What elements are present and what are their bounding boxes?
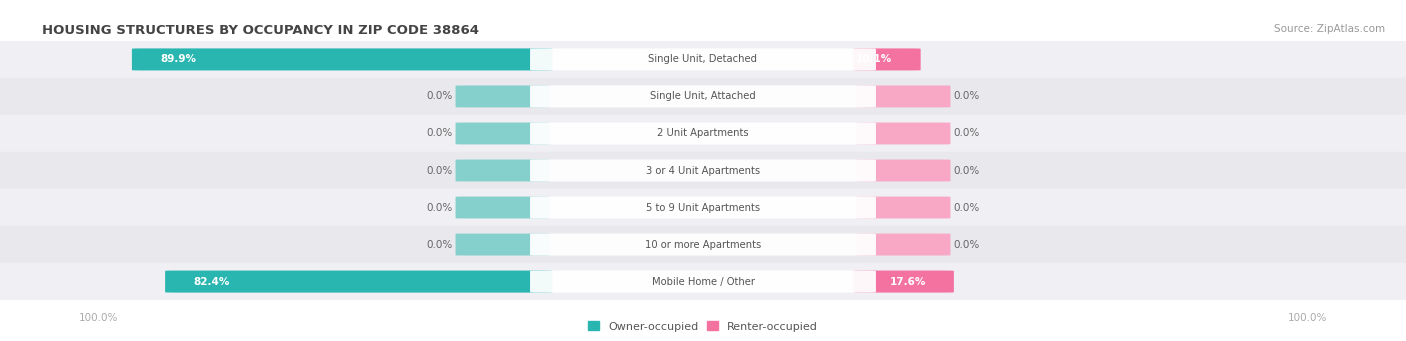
Text: 0.0%: 0.0% <box>953 165 980 176</box>
FancyBboxPatch shape <box>456 86 550 107</box>
Text: 2 Unit Apartments: 2 Unit Apartments <box>657 129 749 138</box>
Text: Single Unit, Detached: Single Unit, Detached <box>648 55 758 64</box>
FancyBboxPatch shape <box>530 122 876 145</box>
Text: HOUSING STRUCTURES BY OCCUPANCY IN ZIP CODE 38864: HOUSING STRUCTURES BY OCCUPANCY IN ZIP C… <box>42 24 479 37</box>
FancyBboxPatch shape <box>530 270 876 293</box>
Bar <box>0 226 1406 263</box>
Text: 10.1%: 10.1% <box>856 55 893 64</box>
Text: 82.4%: 82.4% <box>193 277 229 286</box>
Text: 0.0%: 0.0% <box>953 239 980 250</box>
Bar <box>0 41 1406 78</box>
FancyBboxPatch shape <box>530 48 876 71</box>
FancyBboxPatch shape <box>456 234 550 255</box>
Text: 10 or more Apartments: 10 or more Apartments <box>645 239 761 250</box>
Text: 0.0%: 0.0% <box>953 91 980 102</box>
FancyBboxPatch shape <box>132 48 553 71</box>
Text: 0.0%: 0.0% <box>426 91 453 102</box>
Legend: Owner-occupied, Renter-occupied: Owner-occupied, Renter-occupied <box>583 317 823 336</box>
FancyBboxPatch shape <box>530 86 876 107</box>
FancyBboxPatch shape <box>853 270 953 293</box>
Text: 0.0%: 0.0% <box>953 129 980 138</box>
FancyBboxPatch shape <box>856 86 950 107</box>
FancyBboxPatch shape <box>456 160 550 181</box>
Text: Mobile Home / Other: Mobile Home / Other <box>651 277 755 286</box>
Bar <box>0 189 1406 226</box>
Text: 100.0%: 100.0% <box>1288 313 1327 323</box>
FancyBboxPatch shape <box>853 48 921 71</box>
Bar <box>0 78 1406 115</box>
Text: Single Unit, Attached: Single Unit, Attached <box>650 91 756 102</box>
Text: 5 to 9 Unit Apartments: 5 to 9 Unit Apartments <box>645 203 761 212</box>
Text: 89.9%: 89.9% <box>160 55 195 64</box>
Text: 0.0%: 0.0% <box>426 165 453 176</box>
FancyBboxPatch shape <box>856 122 950 145</box>
FancyBboxPatch shape <box>530 234 876 255</box>
Text: Source: ZipAtlas.com: Source: ZipAtlas.com <box>1274 24 1385 34</box>
FancyBboxPatch shape <box>856 234 950 255</box>
Text: 0.0%: 0.0% <box>426 239 453 250</box>
FancyBboxPatch shape <box>856 196 950 219</box>
Text: 3 or 4 Unit Apartments: 3 or 4 Unit Apartments <box>645 165 761 176</box>
FancyBboxPatch shape <box>456 122 550 145</box>
FancyBboxPatch shape <box>456 196 550 219</box>
Bar <box>0 263 1406 300</box>
Text: 17.6%: 17.6% <box>890 277 925 286</box>
Text: 0.0%: 0.0% <box>426 203 453 212</box>
Bar <box>0 152 1406 189</box>
Text: 0.0%: 0.0% <box>953 203 980 212</box>
FancyBboxPatch shape <box>856 160 950 181</box>
FancyBboxPatch shape <box>530 160 876 181</box>
Bar <box>0 115 1406 152</box>
FancyBboxPatch shape <box>530 196 876 219</box>
Text: 0.0%: 0.0% <box>426 129 453 138</box>
Text: 100.0%: 100.0% <box>79 313 118 323</box>
FancyBboxPatch shape <box>165 270 553 293</box>
